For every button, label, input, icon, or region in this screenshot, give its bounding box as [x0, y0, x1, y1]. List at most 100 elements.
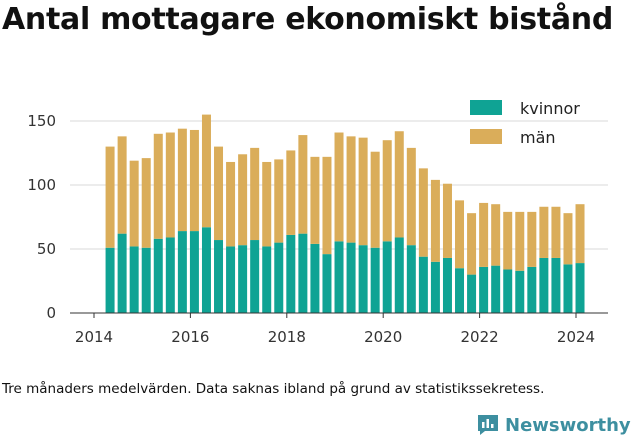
bar-kvinnor-2017-05	[250, 240, 260, 313]
bar-man-2016-11	[226, 161, 236, 247]
x-tick-label-2022: 2022	[461, 328, 499, 346]
bar-kvinnor-2022-08	[503, 269, 513, 313]
bar-man-2014-11	[129, 160, 139, 247]
bar-man-2019-05	[346, 136, 356, 243]
bar-kvinnor-2020-02	[382, 241, 392, 313]
bar-man-2021-11	[467, 213, 477, 275]
legend-label-man: män	[520, 128, 556, 147]
x-axis: 2014 2016 2018 2020 2022 2024	[70, 312, 608, 346]
bar-kvinnor-2016-08	[214, 240, 224, 313]
bar-man-2023-02	[527, 211, 537, 267]
bar-kvinnor-2021-02	[430, 261, 440, 313]
bar-man-2015-08	[165, 132, 175, 238]
x-tick-label-2016: 2016	[171, 328, 209, 346]
x-tick-label-2018: 2018	[268, 328, 306, 346]
bar-man-2019-08	[358, 137, 368, 246]
bar-kvinnor-2016-02	[189, 231, 199, 313]
legend-swatch-man	[470, 129, 502, 144]
brand-name: Newsworthy	[505, 414, 631, 436]
stacked-bar-chart: 0 50 100 150 2014 2016 2018 2020 2022 2024 kvinn…	[27, 99, 608, 346]
bar-man-2022-11	[515, 211, 525, 271]
bar-man-2020-11	[418, 168, 428, 257]
bar-kvinnor-2019-11	[370, 247, 380, 313]
bar-man-2017-05	[250, 147, 260, 241]
bar-kvinnor-2017-08	[262, 246, 272, 313]
bar-kvinnor-2014-11	[129, 246, 139, 313]
bar-man-2020-08	[406, 147, 416, 246]
bar-man-2020-05	[394, 131, 404, 238]
bar-man-2018-02	[286, 150, 296, 235]
bar-man-2015-02	[141, 158, 151, 248]
newsworthy-brand[interactable]: Newsworthy	[476, 412, 631, 438]
bar-kvinnor-2021-05	[442, 257, 452, 313]
bar-man-2019-02	[334, 132, 344, 242]
bar-man-2022-08	[503, 211, 513, 270]
bar-kvinnor-2023-11	[563, 264, 573, 313]
bar-man-2022-02	[479, 202, 489, 267]
bar-man-2016-08	[214, 146, 224, 241]
bar-kvinnor-2016-05	[201, 227, 211, 313]
bar-man-2021-08	[455, 200, 465, 269]
bar-man-2023-11	[563, 213, 573, 265]
legend: kvinnor män	[470, 99, 580, 147]
bar-kvinnor-2015-08	[165, 237, 175, 313]
bar-kvinnor-2018-05	[298, 233, 308, 313]
bar-kvinnor-2019-05	[346, 242, 356, 313]
footnote: Tre månaders medelvärden. Data saknas ib…	[2, 381, 545, 397]
bar-man-2017-08	[262, 161, 272, 247]
bar-kvinnor-2015-11	[177, 231, 187, 313]
bar-man-2018-11	[322, 156, 332, 255]
bar-man-2015-11	[177, 128, 187, 232]
bar-kvinnor-2014-08	[117, 233, 127, 313]
bar-kvinnor-2015-02	[141, 247, 151, 313]
y-tick-label-0: 0	[46, 304, 56, 322]
chart-title: Antal mottagare ekonomiskt bistånd	[2, 2, 614, 37]
bar-man-2023-08	[551, 206, 561, 258]
y-tick-label-100: 100	[27, 176, 56, 194]
bar-kvinnor-2021-08	[455, 268, 465, 313]
bar-kvinnor-2016-11	[226, 246, 236, 313]
bar-kvinnor-2023-08	[551, 257, 561, 313]
bar-man-2023-05	[539, 206, 549, 258]
bar-kvinnor-2023-02	[527, 266, 537, 313]
bar-kvinnor-2015-05	[153, 238, 163, 313]
x-tick-label-2024: 2024	[557, 328, 595, 346]
bar-kvinnor-2020-11	[418, 256, 428, 313]
bar-man-2015-05	[153, 133, 163, 239]
bar-kvinnor-2020-05	[394, 237, 404, 313]
y-tick-label-50: 50	[37, 240, 56, 258]
bar-kvinnor-2023-05	[539, 257, 549, 313]
bar-kvinnor-2022-02	[479, 266, 489, 313]
y-tick-label-150: 150	[27, 112, 56, 130]
bar-man-2016-05	[201, 114, 211, 228]
bar-man-2014-05	[105, 146, 115, 248]
bar-kvinnor-2020-08	[406, 245, 416, 313]
bar-kvinnor-2021-11	[467, 274, 477, 313]
bar-man-2016-02	[189, 129, 199, 232]
bar-man-2017-02	[238, 154, 248, 246]
y-axis-tick-labels: 0 50 100 150	[27, 112, 56, 322]
bar-man-2018-08	[310, 156, 320, 244]
bar-man-2021-02	[430, 179, 440, 262]
bar-kvinnor-2019-08	[358, 245, 368, 313]
bar-kvinnor-2017-02	[238, 245, 248, 313]
x-tick-label-2020: 2020	[364, 328, 402, 346]
bar-kvinnor-2017-11	[274, 242, 284, 313]
bar-man-2017-11	[274, 159, 284, 243]
bars	[105, 114, 585, 313]
bar-man-2024-02	[575, 204, 585, 264]
bar-kvinnor-2014-05	[105, 247, 115, 313]
bar-kvinnor-2018-02	[286, 234, 296, 313]
legend-swatch-kvinnor	[470, 100, 502, 115]
bar-chart-logo-icon	[478, 415, 498, 435]
bar-man-2018-05	[298, 135, 308, 234]
legend-label-kvinnor: kvinnor	[520, 99, 580, 118]
bar-kvinnor-2019-02	[334, 241, 344, 313]
bar-kvinnor-2022-05	[491, 265, 501, 313]
bar-man-2022-05	[491, 204, 501, 266]
bar-man-2021-05	[442, 183, 452, 258]
bar-kvinnor-2018-11	[322, 254, 332, 313]
bar-man-2014-08	[117, 136, 127, 234]
bar-kvinnor-2022-11	[515, 270, 525, 313]
bar-kvinnor-2024-02	[575, 263, 585, 313]
